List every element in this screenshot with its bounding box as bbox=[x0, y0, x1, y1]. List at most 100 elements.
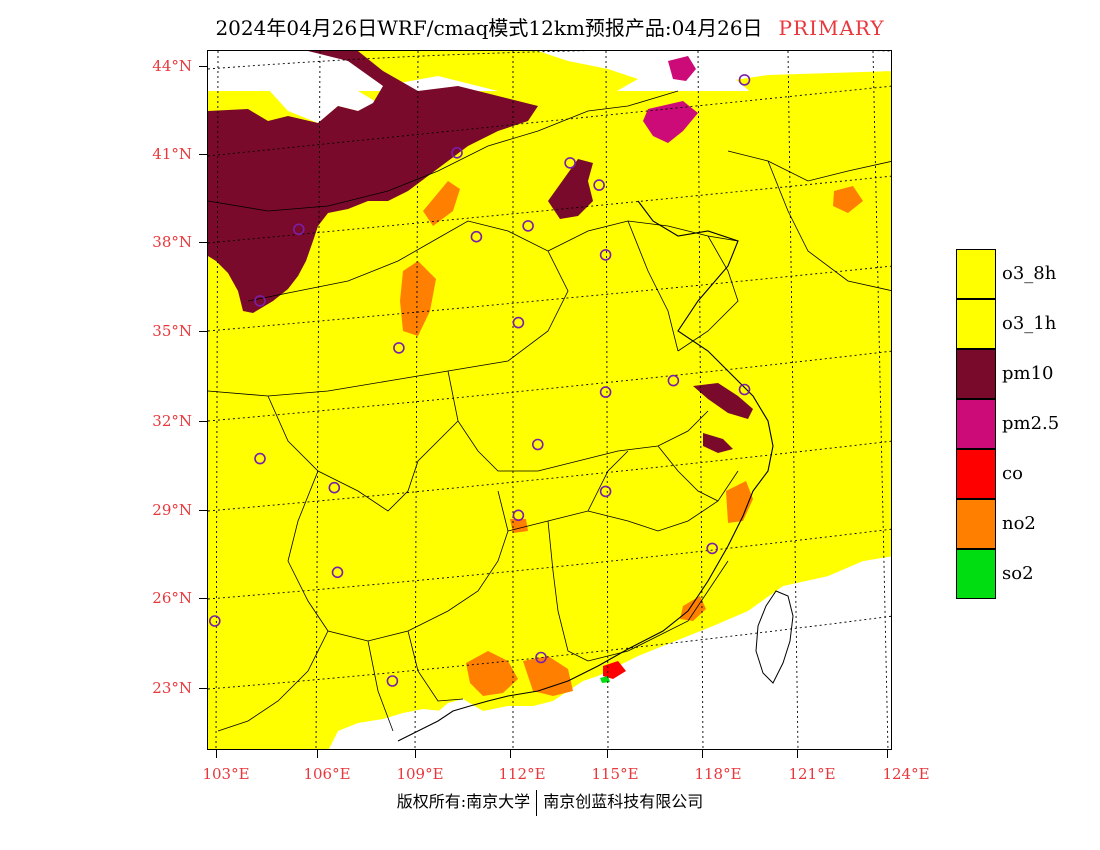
copyright-left: 版权所有:南京大学 bbox=[396, 792, 531, 811]
lat-label-41: 41°N bbox=[152, 145, 192, 163]
station-marker bbox=[667, 374, 680, 387]
footer-divider bbox=[536, 789, 538, 816]
lat-tick bbox=[199, 421, 207, 422]
lon-tick bbox=[702, 750, 703, 758]
lat-label-44: 44°N bbox=[152, 57, 192, 75]
no2-coast-ne bbox=[833, 186, 863, 213]
station-marker bbox=[531, 438, 544, 451]
pm25-northeast bbox=[643, 101, 698, 143]
station-marker bbox=[512, 509, 525, 522]
lat-label-38: 38°N bbox=[152, 233, 192, 251]
copyright-right: 南京创蓝科技有限公司 bbox=[543, 792, 704, 811]
lon-tick bbox=[887, 750, 888, 758]
lat-tick bbox=[199, 154, 207, 155]
legend-swatch bbox=[956, 549, 996, 599]
legend-label: o3_8h bbox=[1002, 263, 1057, 284]
station-marker bbox=[599, 249, 612, 261]
station-marker bbox=[593, 179, 605, 191]
lon-label-112: 112°E bbox=[498, 765, 546, 783]
taiwan-outline bbox=[755, 590, 794, 684]
station-marker bbox=[706, 542, 719, 555]
lon-label-103: 103°E bbox=[202, 765, 250, 783]
no2-ningxia bbox=[400, 261, 436, 336]
station-markers bbox=[209, 74, 751, 687]
lat-tick bbox=[199, 598, 207, 599]
legend-swatch bbox=[956, 299, 996, 349]
station-marker bbox=[512, 316, 525, 329]
lon-label-109: 109°E bbox=[396, 765, 444, 783]
lon-label-106: 106°E bbox=[303, 765, 351, 783]
station-marker bbox=[522, 220, 534, 232]
primary-tag: PRIMARY bbox=[778, 16, 885, 40]
lon-tick bbox=[510, 750, 511, 758]
legend-label: pm10 bbox=[1002, 363, 1054, 384]
no2-fujian bbox=[726, 481, 753, 523]
lon-label-118: 118°E bbox=[694, 765, 742, 783]
nodata-north bbox=[208, 73, 378, 123]
station-marker bbox=[209, 615, 221, 627]
lat-label-23: 23°N bbox=[152, 679, 192, 697]
station-marker bbox=[738, 383, 751, 396]
pm25-north bbox=[668, 56, 696, 81]
legend-label: no2 bbox=[1002, 513, 1036, 534]
station-marker bbox=[738, 74, 751, 86]
lon-label-121: 121°E bbox=[788, 765, 836, 783]
lon-tick bbox=[797, 750, 798, 758]
no2-pearl-river bbox=[466, 651, 518, 696]
map-title: 2024年04月26日WRF/cmaq模式12km预报产品:04月26日 PRIM… bbox=[0, 12, 1100, 41]
lon-tick bbox=[607, 750, 608, 758]
lon-label-124: 124°E bbox=[882, 765, 930, 783]
lat-label-35: 35°N bbox=[152, 322, 192, 340]
pm10-hebei bbox=[548, 159, 593, 219]
province-borders bbox=[208, 90, 891, 732]
station-marker bbox=[293, 223, 305, 236]
lon-tick bbox=[317, 750, 318, 758]
lat-tick bbox=[199, 66, 207, 67]
title-text: 2024年04月26日WRF/cmaq模式12km预报产品:04月26日 bbox=[215, 16, 763, 40]
legend-label: co bbox=[1002, 463, 1023, 484]
nodata-ne bbox=[538, 51, 891, 91]
nodata-sw bbox=[329, 709, 458, 749]
no2-guangzhou bbox=[523, 656, 573, 696]
co-shenzhen bbox=[603, 661, 626, 679]
lon-label-115: 115°E bbox=[591, 765, 639, 783]
legend-swatch bbox=[956, 249, 996, 299]
graticule bbox=[208, 51, 891, 749]
copyright-footer: 版权所有:南京大学 南京创蓝科技有限公司 bbox=[0, 788, 1100, 816]
legend-swatch bbox=[956, 449, 996, 499]
station-marker bbox=[470, 230, 483, 243]
nodata-sea bbox=[390, 561, 891, 749]
lat-tick bbox=[199, 510, 207, 511]
lat-tick bbox=[199, 331, 207, 332]
legend-label: pm2.5 bbox=[1002, 413, 1060, 434]
legend-swatch bbox=[956, 499, 996, 549]
pm10-northwest bbox=[208, 51, 538, 313]
legend-swatch bbox=[956, 399, 996, 449]
forecast-map bbox=[207, 50, 892, 750]
no2-shanxi bbox=[423, 181, 460, 226]
station-marker bbox=[328, 481, 341, 494]
station-marker bbox=[254, 295, 266, 307]
pm10-anhui bbox=[703, 433, 733, 453]
station-marker bbox=[386, 675, 399, 687]
station-marker bbox=[535, 651, 547, 664]
lat-label-29: 29°N bbox=[152, 501, 192, 519]
station-marker bbox=[599, 485, 612, 498]
station-marker bbox=[451, 147, 463, 159]
lon-tick bbox=[216, 750, 217, 758]
station-marker bbox=[254, 452, 266, 465]
station-marker bbox=[599, 386, 612, 398]
lat-label-32: 32°N bbox=[152, 412, 192, 430]
coastline bbox=[397, 200, 774, 742]
legend-label: o3_1h bbox=[1002, 313, 1057, 334]
station-marker bbox=[564, 157, 576, 169]
legend-swatch bbox=[956, 349, 996, 399]
lon-tick bbox=[415, 750, 416, 758]
legend-label: so2 bbox=[1002, 563, 1034, 584]
station-marker bbox=[331, 566, 344, 579]
pm10-jiangsu bbox=[693, 383, 753, 419]
lat-tick bbox=[199, 242, 207, 243]
map-canvas bbox=[208, 51, 891, 749]
lat-tick bbox=[199, 688, 207, 689]
no2-xiamen bbox=[680, 596, 706, 621]
